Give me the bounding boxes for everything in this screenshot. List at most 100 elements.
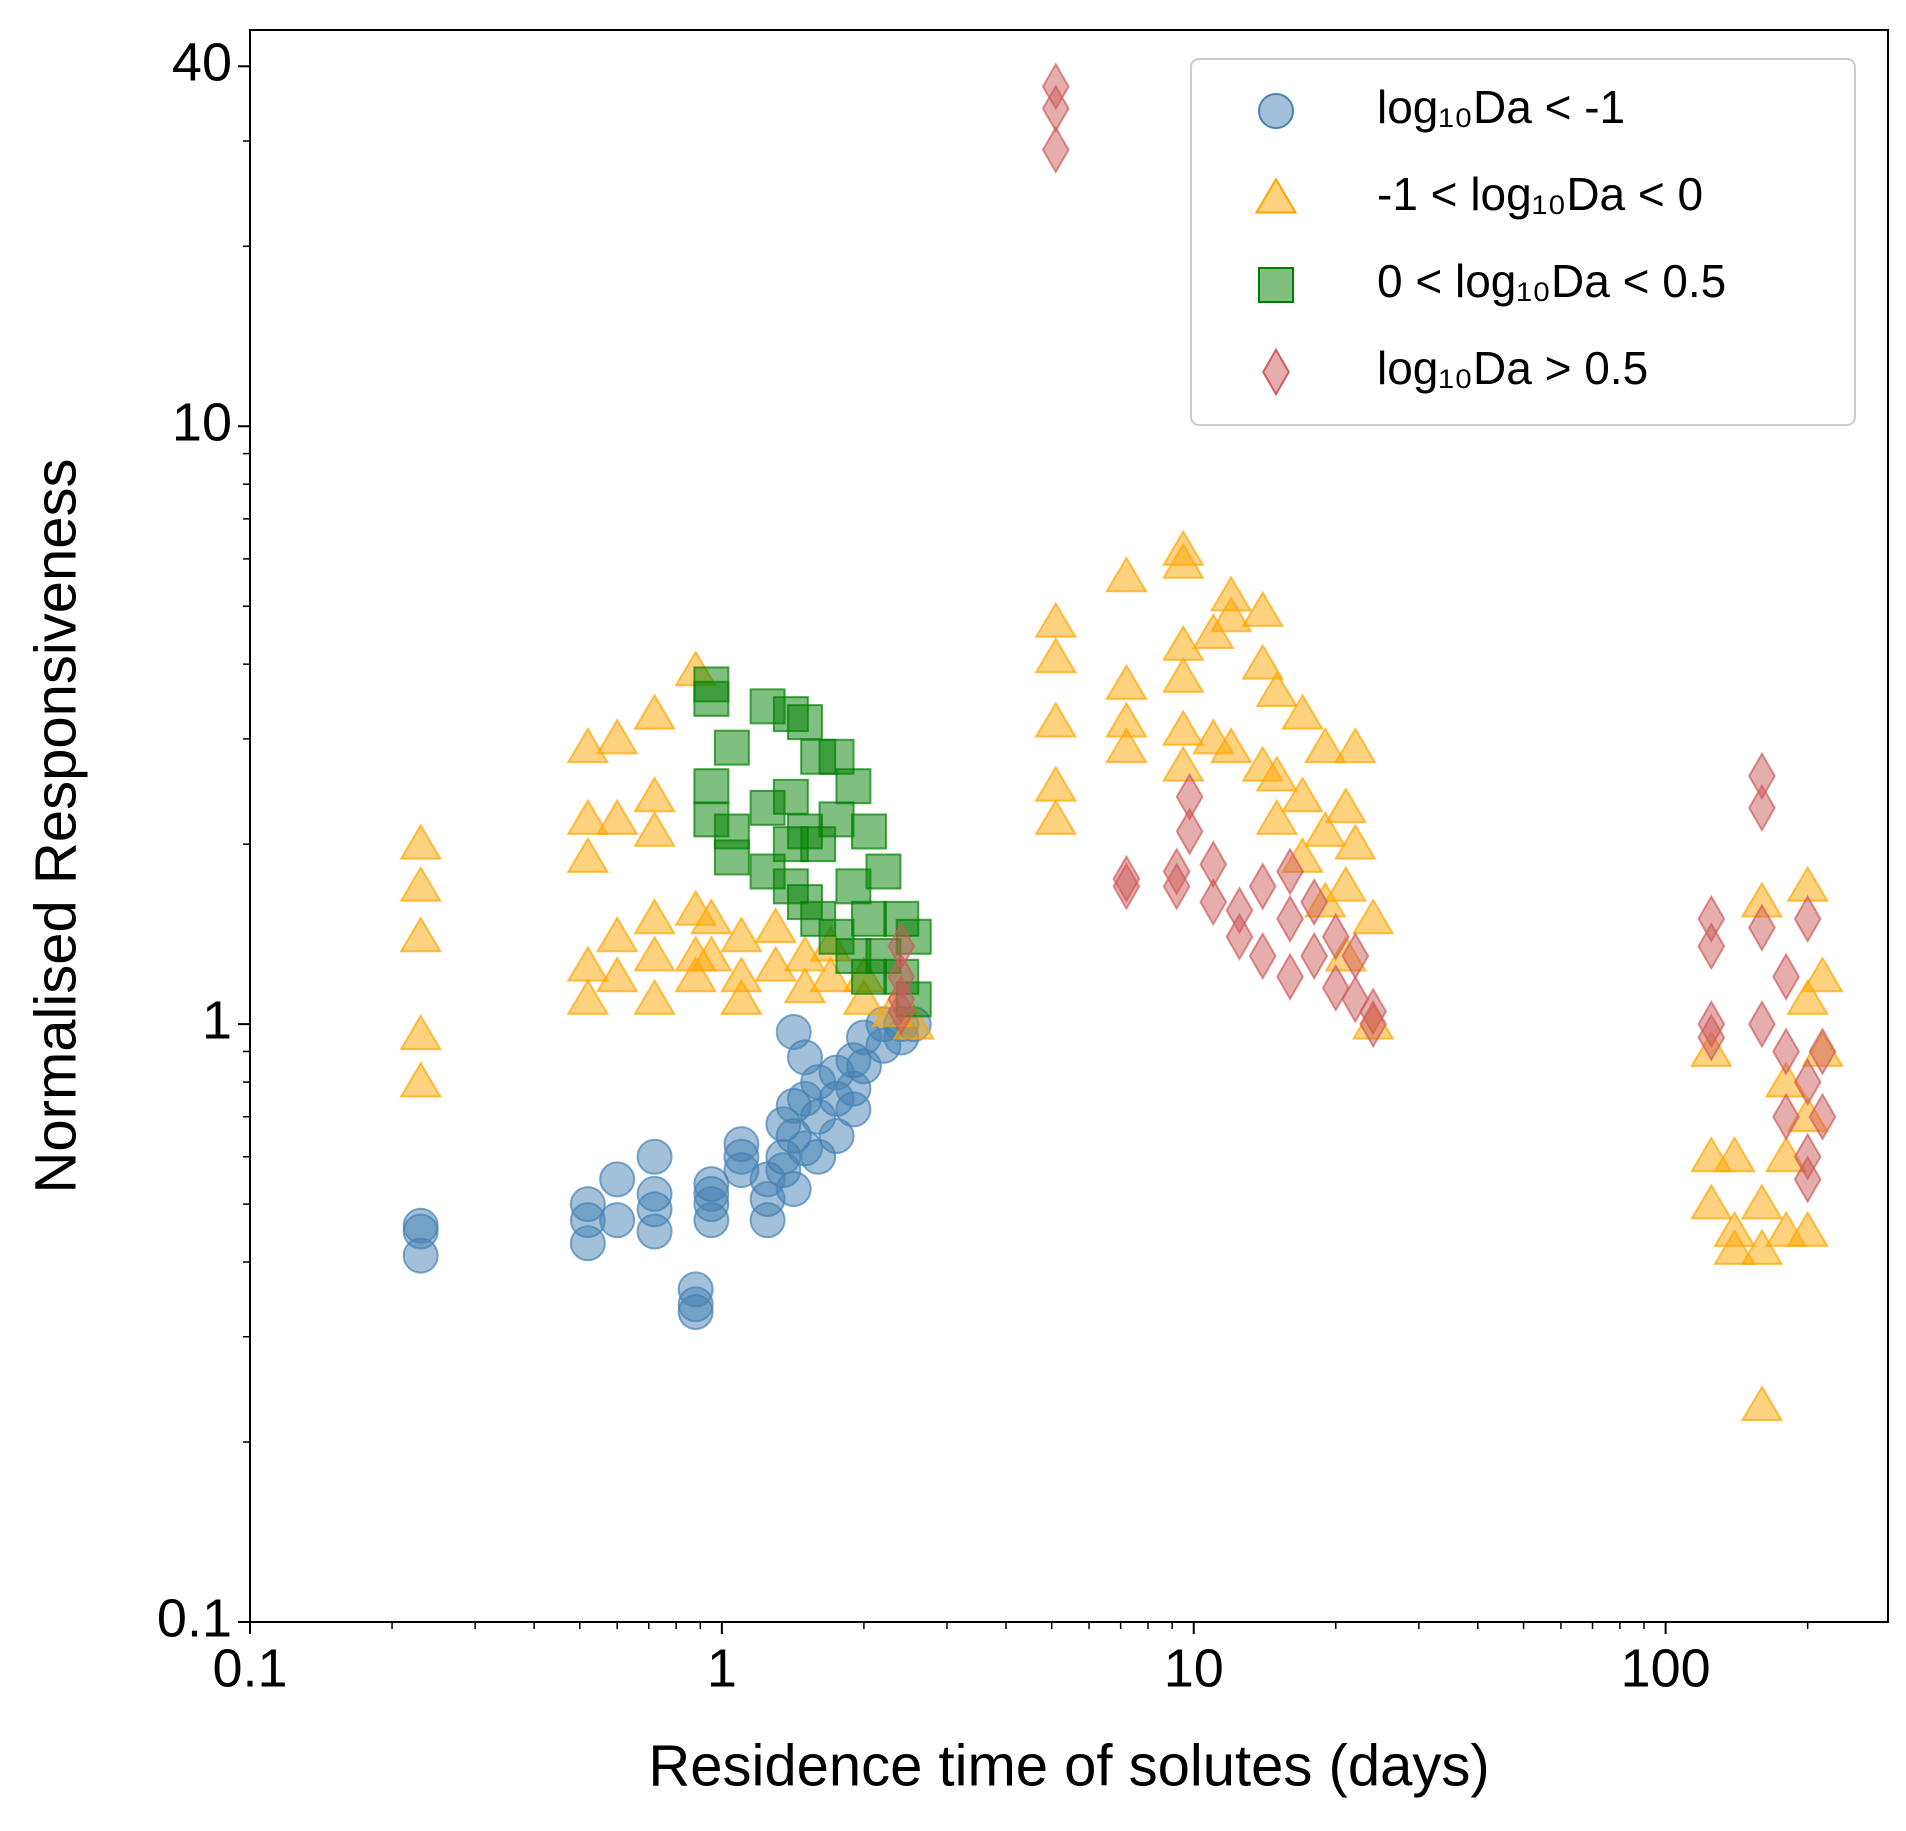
point (1808, 1027, 1837, 1076)
point (1034, 765, 1078, 802)
point (1748, 783, 1776, 832)
x-tick-label: 100 (1621, 1638, 1711, 1698)
point (693, 1166, 730, 1203)
point (713, 839, 750, 876)
point (595, 718, 639, 755)
point (749, 1202, 786, 1239)
point (1793, 1155, 1822, 1204)
legend-box (1190, 58, 1856, 426)
legend-marker (1254, 177, 1298, 214)
point (1772, 1027, 1800, 1076)
point (1793, 894, 1822, 943)
point (835, 768, 872, 805)
series (693, 666, 932, 1018)
point (1713, 1228, 1756, 1265)
point (633, 693, 676, 730)
point (633, 935, 676, 972)
point (887, 987, 916, 1036)
point (1324, 865, 1368, 902)
point (599, 1202, 636, 1239)
point (1161, 745, 1205, 782)
point (1801, 956, 1844, 993)
point (1225, 912, 1254, 961)
point (595, 798, 639, 835)
point (1162, 862, 1191, 911)
plot-frame (249, 29, 1889, 1623)
point (1255, 670, 1299, 707)
point (835, 1091, 872, 1128)
point (599, 1161, 636, 1198)
point (1161, 709, 1205, 746)
point (1255, 798, 1299, 835)
point (1697, 922, 1726, 971)
point (1786, 1210, 1829, 1247)
point (399, 1061, 442, 1098)
point (399, 1014, 442, 1051)
y-tick-label: 0.1 (157, 1588, 232, 1648)
point (850, 813, 887, 850)
point (1241, 643, 1284, 680)
legend-label: -1 < log₁₀Da < 0 (1377, 168, 1703, 220)
point (693, 1202, 730, 1239)
point (595, 956, 639, 993)
point (636, 1213, 673, 1250)
point (1713, 1136, 1756, 1173)
point (1793, 1057, 1822, 1107)
point (1334, 726, 1377, 764)
point (1300, 931, 1329, 981)
x-tick-label: 1 (707, 1638, 737, 1698)
point (1697, 1013, 1726, 1062)
point (674, 956, 717, 993)
point (754, 906, 797, 944)
y-axis-label: Normalised Responsiveness (23, 459, 88, 1194)
series (887, 62, 1837, 1204)
point (1281, 693, 1324, 730)
point (1175, 807, 1204, 856)
point (633, 776, 676, 813)
point (1105, 726, 1148, 764)
point (1161, 542, 1205, 579)
point (818, 801, 855, 838)
point (775, 1170, 812, 1207)
point (1241, 590, 1284, 627)
legend-marker (1258, 267, 1294, 303)
point (633, 978, 676, 1015)
legend-marker (1262, 347, 1290, 397)
point (1281, 776, 1324, 813)
x-tick-label: 0.1 (212, 1638, 287, 1698)
point (1041, 125, 1070, 174)
point (1209, 596, 1253, 633)
legend-marker (1258, 93, 1294, 129)
point (1034, 701, 1078, 738)
series (399, 529, 1844, 1422)
point (818, 738, 855, 775)
point (566, 978, 610, 1015)
point (1112, 862, 1141, 911)
legend-label: 0 < log₁₀Da < 0.5 (1377, 255, 1726, 307)
point (569, 1225, 606, 1262)
point (1359, 1000, 1388, 1049)
point (1276, 894, 1304, 943)
y-tick-label: 10 (172, 393, 232, 453)
point (690, 935, 733, 972)
point (1248, 862, 1277, 911)
point (809, 956, 852, 993)
point (1303, 810, 1347, 847)
legend-label: log₁₀Da < -1 (1377, 81, 1625, 133)
point (399, 823, 442, 860)
point (1303, 726, 1347, 764)
point (566, 798, 610, 835)
point (399, 916, 442, 953)
point (818, 1117, 855, 1154)
point (1808, 1092, 1837, 1141)
point (713, 729, 750, 766)
legend-label: log₁₀Da > 0.5 (1377, 342, 1648, 394)
point (1321, 912, 1350, 961)
point (1105, 556, 1148, 593)
point (566, 836, 610, 873)
point (1748, 903, 1776, 952)
point (1690, 1183, 1733, 1220)
point (1105, 663, 1148, 700)
point (399, 865, 442, 902)
